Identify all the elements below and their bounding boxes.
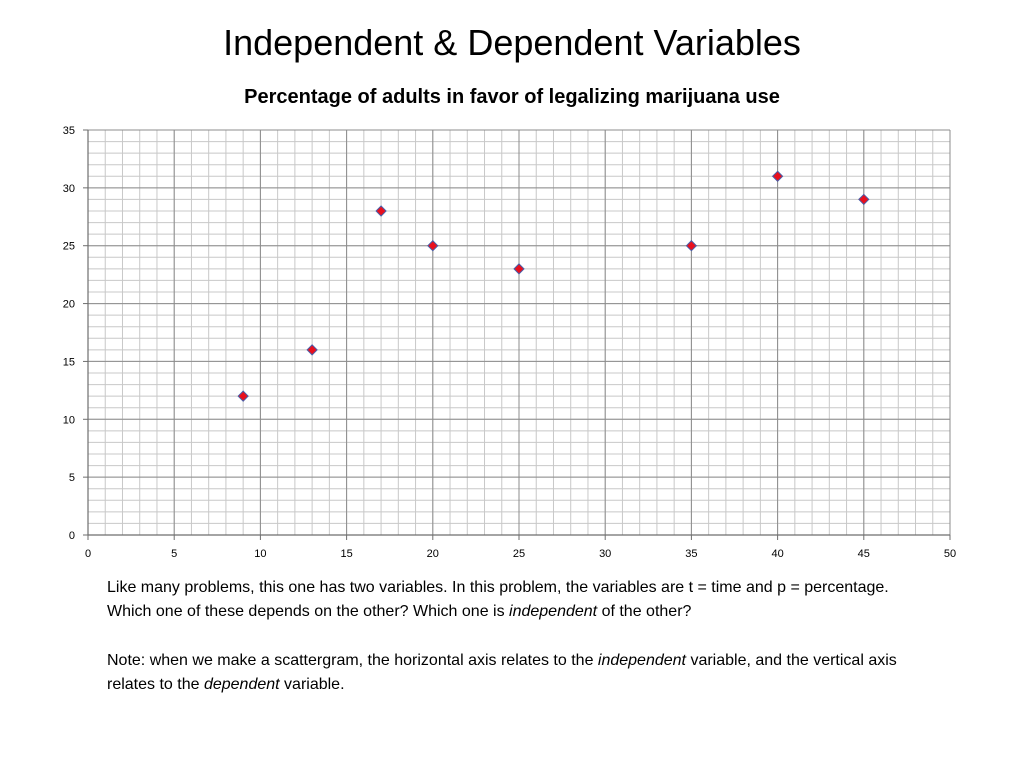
data-point <box>427 240 439 252</box>
data-point <box>237 390 249 402</box>
note-emphasis-dependent: dependent <box>203 676 280 693</box>
y-tick-label: 20 <box>63 299 75 311</box>
data-point <box>858 193 870 206</box>
axes <box>83 129 951 540</box>
y-tick-label: 15 <box>63 356 75 368</box>
chart-title: Percentage of adults in favor of legaliz… <box>244 86 780 108</box>
x-tick-label: 20 <box>427 548 439 560</box>
x-tick-label: 30 <box>599 548 611 560</box>
question-emphasis-independent: independent <box>509 603 598 620</box>
x-tick-label: 40 <box>771 548 783 560</box>
data-point <box>375 205 387 217</box>
data-point <box>306 344 318 356</box>
x-tick-label: 25 <box>513 548 525 560</box>
x-tick-label: 5 <box>171 548 177 560</box>
y-tick-label: 30 <box>63 183 75 195</box>
x-tick-label: 15 <box>340 548 352 560</box>
y-tick-label: 5 <box>69 472 75 484</box>
y-tick-labels: 0 5 10 15 20 25 30 35 <box>63 125 75 542</box>
x-tick-label: 50 <box>944 548 956 560</box>
y-tick-label: 10 <box>63 414 75 426</box>
slide-title: Independent & Dependent Variables <box>223 22 801 63</box>
data-point <box>513 263 525 275</box>
question-text-before: Like many problems, this one has two var… <box>107 579 889 620</box>
y-tick-label: 0 <box>69 530 75 542</box>
data-point <box>685 240 698 252</box>
question-paragraph: Like many problems, this one has two var… <box>107 576 927 624</box>
question-text-after: of the other? <box>597 603 692 620</box>
x-tick-label: 10 <box>254 548 266 560</box>
y-tick-label: 35 <box>63 125 75 137</box>
note-text-part2: variable, and the vertical axis relates … <box>107 652 897 693</box>
grid-major <box>87 129 951 536</box>
x-tick-label: 0 <box>85 548 91 560</box>
note-text-part1: Note: when we make a scattergram, the ho… <box>107 652 598 669</box>
x-tick-label: 45 <box>858 548 870 560</box>
note-paragraph: Note: when we make a scattergram, the ho… <box>107 649 927 697</box>
x-tick-label: 35 <box>685 548 697 560</box>
x-tick-labels: 0 5 10 15 20 25 30 35 40 45 50 <box>85 548 956 560</box>
data-points <box>237 170 870 402</box>
y-tick-label: 25 <box>63 241 75 253</box>
note-text-part3: variable. <box>279 676 345 693</box>
note-emphasis-independent: independent <box>597 652 686 669</box>
scatter-chart: 0 5 10 15 20 25 30 35 40 45 50 0 5 10 15 20 25 30 35 <box>63 125 956 560</box>
data-point <box>771 170 784 182</box>
